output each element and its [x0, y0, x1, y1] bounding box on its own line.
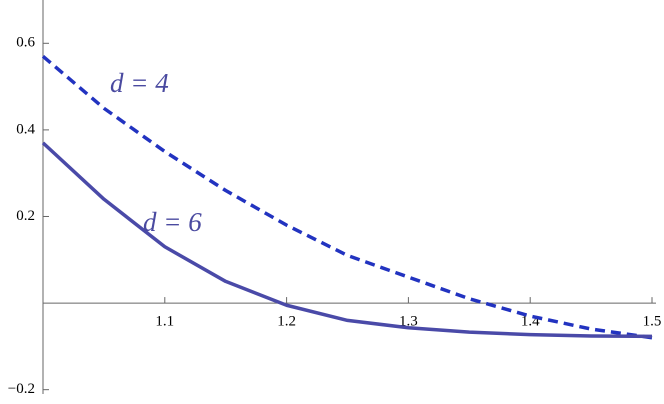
series-label: d = 6	[143, 207, 202, 237]
series-line	[41, 54, 653, 340]
x-tick-label: 1.1	[155, 314, 174, 330]
series-label: d = 4	[110, 68, 169, 98]
y-tick-label: 0.2	[16, 208, 35, 224]
y-tick-label: 0.4	[16, 121, 35, 137]
series-line	[41, 141, 653, 339]
x-tick-label: 1.2	[277, 314, 296, 330]
y-tick-label: 0.6	[16, 35, 35, 51]
y-tick-label: −0.2	[8, 381, 35, 397]
x-tick-label: 1.5	[643, 314, 662, 330]
